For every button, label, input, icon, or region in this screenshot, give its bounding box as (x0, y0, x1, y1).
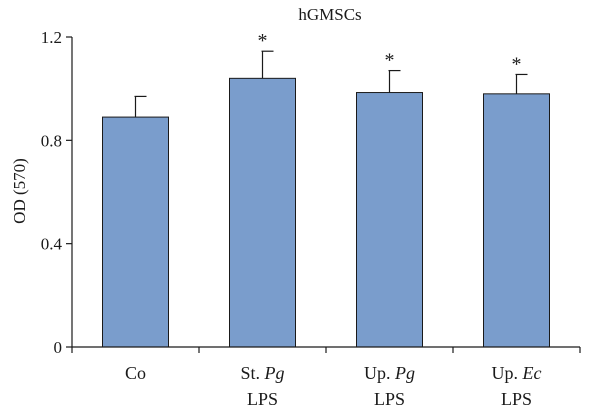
y-tick-label: 0 (54, 338, 63, 357)
x-category-labels: Co St. Pg LPS Up. Pg LPS Up. Ec LPS (125, 363, 542, 409)
category-label: Up. Pg (364, 363, 415, 383)
bar (483, 93, 550, 348)
bar (229, 77, 296, 348)
significance-star: * (258, 30, 268, 52)
category-label-italic: Pg (264, 363, 285, 383)
category-label-italic: Pg (394, 363, 415, 383)
significance-star: * (385, 50, 395, 72)
error-bars-group (134, 50, 528, 118)
category-label-text: Co (125, 363, 146, 383)
significance-star: * (512, 53, 522, 75)
category-label-text: St. (240, 363, 264, 383)
y-axis-label: OD (570) (10, 158, 29, 224)
category-label: Co (125, 363, 146, 383)
category-label: St. Pg (240, 363, 284, 383)
y-tick-label: 0.8 (41, 131, 62, 150)
y-tick-label: 1.2 (41, 28, 62, 47)
x-ticks (71, 347, 581, 353)
category-label-line2: LPS (247, 389, 278, 409)
bar (102, 116, 169, 348)
category-label: Up. Ec (492, 363, 542, 383)
category-label-line2: LPS (374, 389, 405, 409)
significance-markers: * * * (258, 30, 522, 75)
category-label-line2: LPS (501, 389, 532, 409)
category-label-text: Up. (364, 363, 395, 383)
category-label-italic: Ec (522, 363, 542, 383)
bar (356, 92, 423, 348)
y-tick-label: 0.4 (41, 235, 63, 254)
chart-title: hGMSCs (298, 5, 361, 24)
y-ticks: 0 0.4 0.8 1.2 (41, 28, 72, 357)
bars-group (102, 77, 550, 348)
category-label-text: Up. (492, 363, 523, 383)
